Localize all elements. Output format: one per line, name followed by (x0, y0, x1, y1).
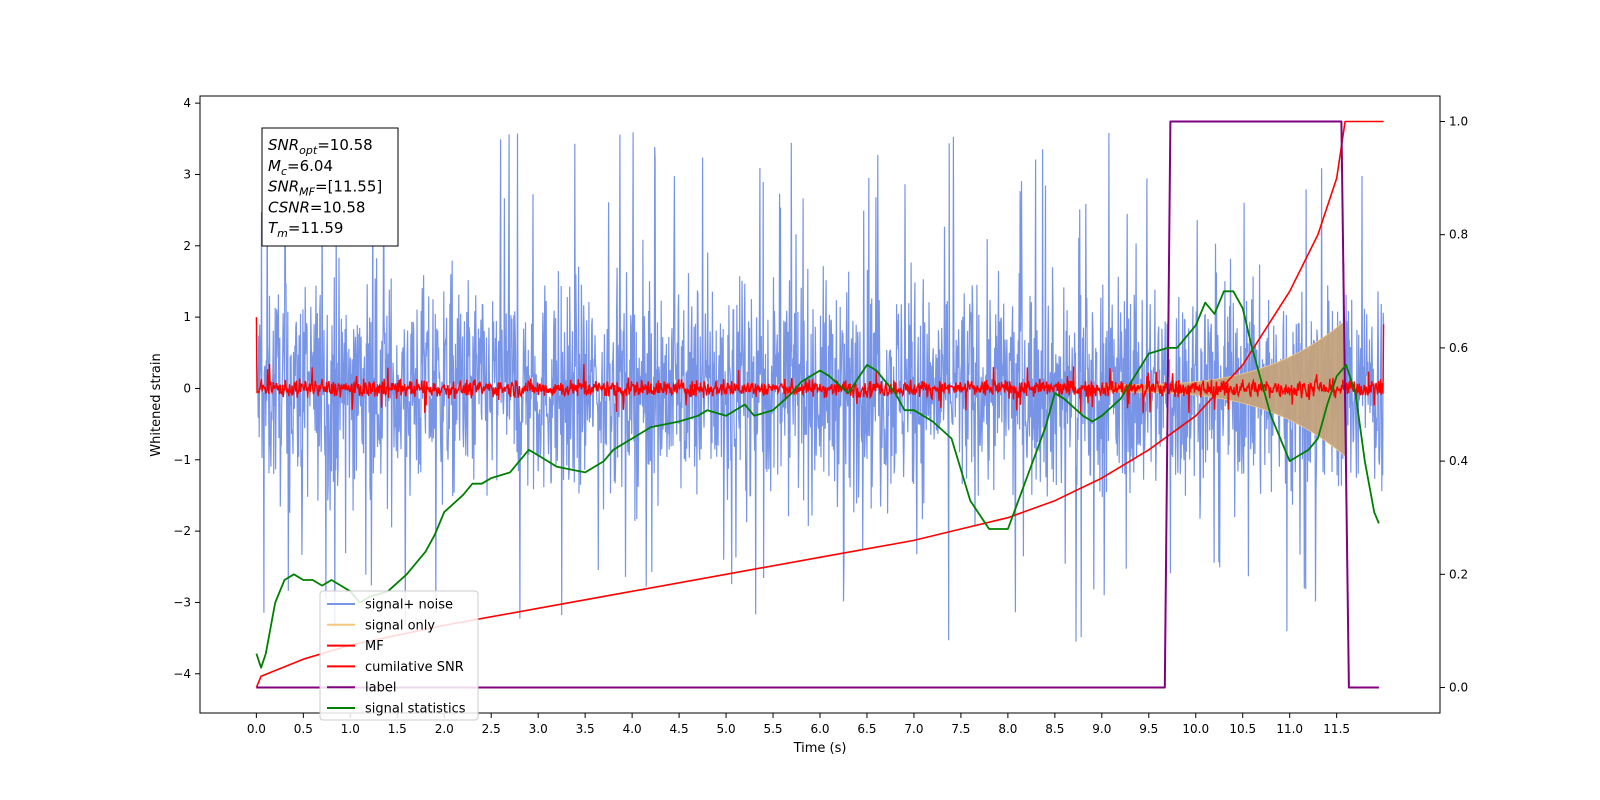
y2-tick-label: 0.8 (1449, 228, 1468, 242)
legend-label: MF (365, 639, 384, 654)
y-tick-label: −1 (173, 453, 191, 467)
annotation-frame (261, 127, 399, 247)
annotation-line: Tm=11.59 (268, 219, 343, 240)
x-tick-label: 5.0 (717, 722, 736, 736)
series-signal-statistics (255, 290, 1380, 669)
x-tick-label: 2.5 (482, 722, 501, 736)
legend-label: cumilative SNR (365, 660, 464, 675)
x-tick-label: 7.5 (951, 722, 970, 736)
y-tick-label: −2 (173, 524, 191, 538)
y-axis-label: Whitened strain (149, 353, 164, 456)
y2-tick-label: 0.6 (1449, 341, 1468, 355)
legend-label: signal only (365, 618, 435, 633)
x-tick-label: 8.0 (998, 722, 1017, 736)
y2-tick-label: 0.2 (1449, 567, 1468, 581)
x-tick-label: 1.0 (341, 722, 360, 736)
legend-frame (319, 590, 479, 721)
x-tick-label: 0.0 (247, 722, 266, 736)
y-tick-label: −3 (173, 595, 191, 609)
y-tick-label: 3 (183, 167, 191, 181)
x-tick-label: 11.5 (1323, 722, 1350, 736)
y2-tick-label: 0.4 (1449, 454, 1468, 468)
x-tick-label: 3.0 (529, 722, 548, 736)
legend: signal+ noise signal only MF cumilative SNR… (319, 590, 479, 721)
x-tick-label: 9.0 (1092, 722, 1111, 736)
x-tick-label: 0.5 (294, 722, 313, 736)
x-tick-label: 8.5 (1045, 722, 1064, 736)
axes: 0.0 0.5 1.0 1.5 2.0 2.5 3.0 3.5 4.0 4.5 5.0 5.5 6.0 6… (173, 96, 1468, 736)
annotation-line: Mc=6.04 (268, 157, 333, 178)
annotation-line: CSNR=10.58 (268, 198, 365, 216)
plot-area (255, 120, 1385, 689)
y-tick-label: 2 (183, 239, 191, 253)
annotation-line: SNRopt=10.58 (268, 136, 373, 157)
x-tick-label: 3.5 (576, 722, 595, 736)
legend-label: signal statistics (365, 702, 466, 717)
x-tick-label: 10.0 (1182, 722, 1209, 736)
annotation-box: SNRopt=10.58Mc=6.04SNRMF=[11.55]CSNR=10.… (261, 127, 399, 247)
x-tick-label: 5.5 (763, 722, 782, 736)
x-tick-label: 7.0 (904, 722, 923, 736)
annotation-line: SNRMF=[11.55] (268, 178, 382, 199)
series-signal-noise (255, 132, 1385, 642)
series-mf (255, 317, 1385, 414)
y2-tick-label: 1.0 (1449, 114, 1468, 128)
x-tick-label: 6.0 (810, 722, 829, 736)
series-label (256, 120, 1379, 689)
x-tick-label: 4.0 (623, 722, 642, 736)
legend-label: signal+ noise (365, 598, 453, 613)
y2-tick-label: 0.0 (1449, 681, 1468, 695)
y-tick-label: −4 (173, 667, 191, 681)
x-tick-label: 9.5 (1139, 722, 1158, 736)
x-tick-label: 10.5 (1229, 722, 1256, 736)
x-axis-label: Time (s) (793, 741, 847, 756)
x-tick-label: 11.0 (1276, 722, 1303, 736)
x-tick-label: 6.5 (857, 722, 876, 736)
y-tick-label: 4 (183, 96, 191, 110)
x-tick-label: 4.5 (670, 722, 689, 736)
x-tick-label: 2.0 (435, 722, 454, 736)
y-tick-label: 1 (183, 310, 191, 324)
legend-label: label (365, 681, 396, 696)
y-tick-label: 0 (183, 381, 191, 395)
x-tick-label: 1.5 (388, 722, 407, 736)
